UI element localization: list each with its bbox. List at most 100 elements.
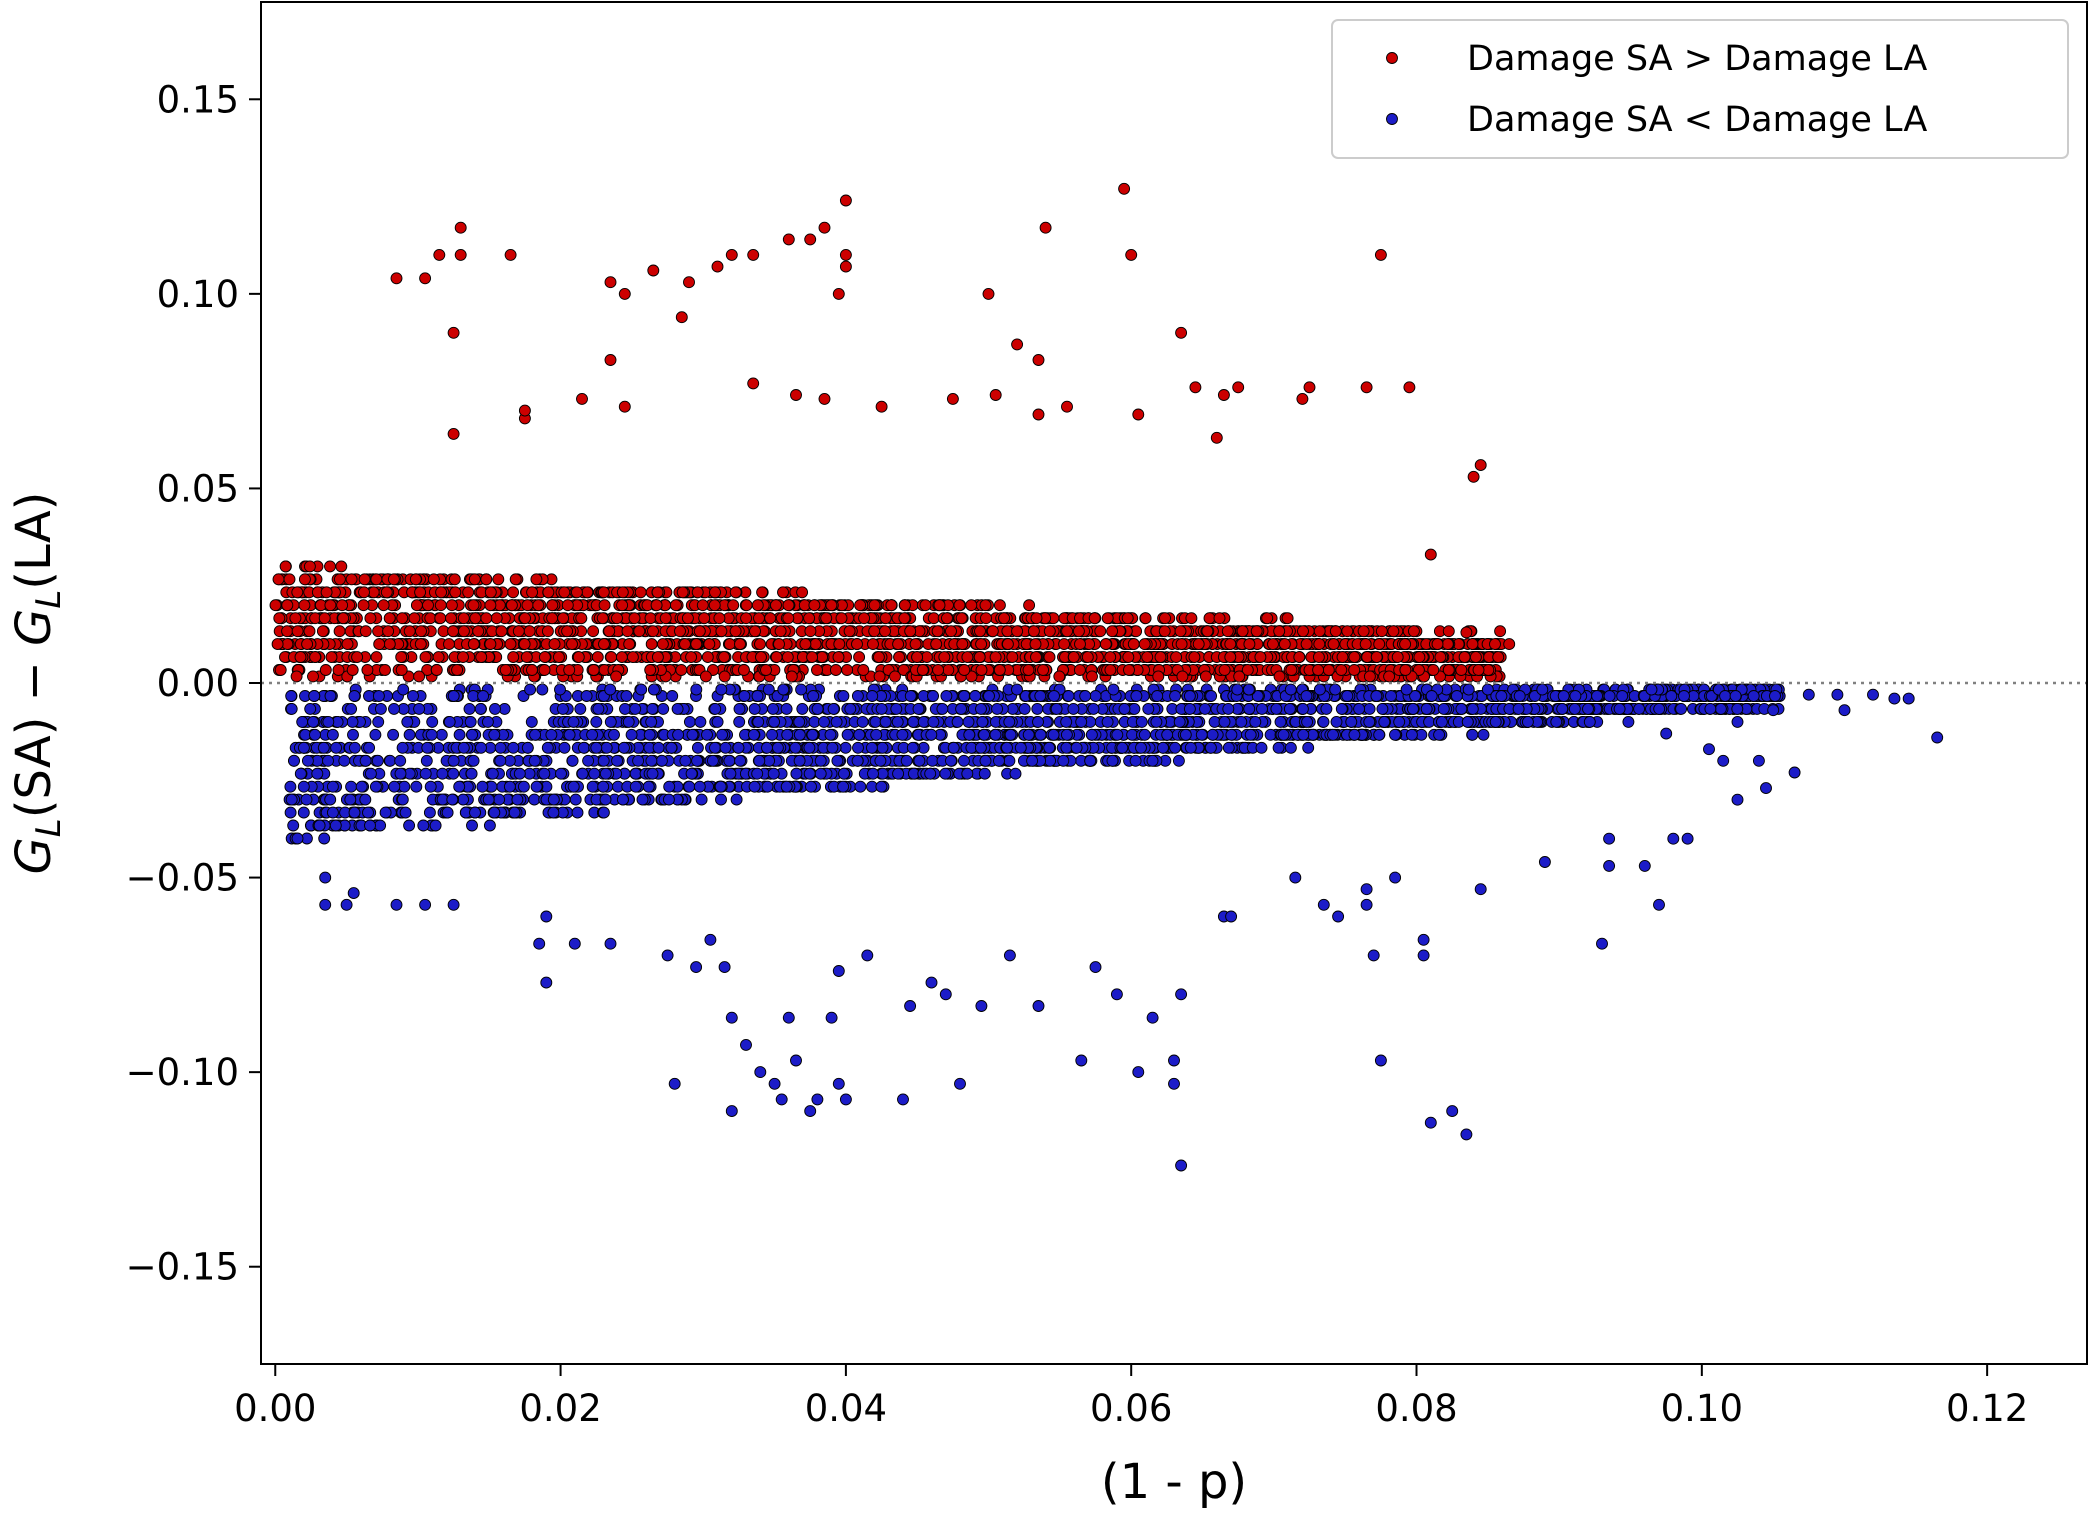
data-point [806,651,819,664]
data-point [1118,182,1131,195]
data-point [1159,612,1171,625]
data-point [975,638,988,651]
data-point [326,728,339,741]
data-point [582,754,595,767]
data-point [1383,670,1396,683]
data-point [347,887,360,900]
data-point [1125,248,1138,261]
data-point [1094,625,1107,638]
data-point [762,683,775,696]
data-point [979,754,992,767]
data-point [782,612,795,625]
data-point [940,690,953,702]
data-point [1769,690,1781,702]
data-point [546,612,559,625]
data-point [396,793,409,806]
data-point [715,683,728,696]
data-point [1009,767,1022,780]
data-point [1048,690,1060,702]
data-point [1296,392,1309,405]
data-point [740,612,753,625]
data-point [604,937,617,950]
data-point [1360,381,1373,394]
data-point [591,651,604,664]
data-point [831,754,844,767]
data-point [1442,664,1455,676]
data-point [753,612,765,625]
data-point [441,806,454,819]
data-point [1329,683,1342,696]
data-point [803,767,816,780]
data-point [727,599,740,612]
data-point [1313,625,1326,638]
data-point [1111,728,1124,741]
data-point [427,573,440,586]
data-point [754,638,766,651]
data-point [958,690,971,702]
data-point [407,690,419,702]
data-point [1225,910,1238,923]
data-point [528,793,541,806]
data-point [370,573,383,586]
data-point [683,715,696,728]
data-point [447,625,460,638]
data-point [770,651,783,664]
data-point [832,965,845,977]
data-point [294,767,307,780]
data-point [1613,702,1626,715]
data-point [424,612,437,625]
data-point [661,949,674,962]
data-point [665,741,678,754]
data-point [1616,690,1629,702]
data-point [748,780,761,793]
data-point [285,793,298,806]
data-point [313,819,326,832]
data-point [1242,683,1255,696]
data-point [598,599,611,612]
data-point [616,599,629,612]
data-point [604,715,617,728]
data-point [445,612,457,625]
data-point [1043,625,1056,638]
data-point [521,741,534,754]
data-point [825,1011,838,1024]
data-point [419,898,432,911]
data-point [443,715,456,728]
data-point [869,715,882,728]
data-point [581,586,594,599]
data-point [768,715,781,728]
y-axis-label-part: G [6,837,62,874]
data-point [892,767,905,780]
data-point [1434,651,1447,664]
data-point [454,248,467,261]
data-point [435,586,448,599]
data-point [1006,651,1019,664]
data-point [1126,728,1139,741]
data-point [1032,1000,1045,1012]
data-point [704,933,717,946]
legend-marker [1386,113,1398,125]
data-point [457,793,470,806]
data-point [401,715,414,728]
data-point [597,780,610,793]
data-point [518,638,531,651]
data-point [596,612,609,625]
data-point [307,670,319,683]
data-point [1030,651,1042,664]
data-point [633,625,646,638]
data-point [668,1077,681,1090]
data-point [830,715,843,728]
y-axis-label-part: (LA) [6,492,62,590]
data-point [1667,832,1680,845]
data-point [1450,690,1463,702]
data-point [538,767,551,780]
data-point [373,638,386,651]
data-point [435,728,448,741]
data-point [866,690,879,702]
legend-label: Damage SA > Damage LA [1467,39,1927,79]
data-point [489,702,501,715]
data-point [1224,651,1237,664]
data-point [879,625,891,638]
data-point [1400,683,1413,696]
